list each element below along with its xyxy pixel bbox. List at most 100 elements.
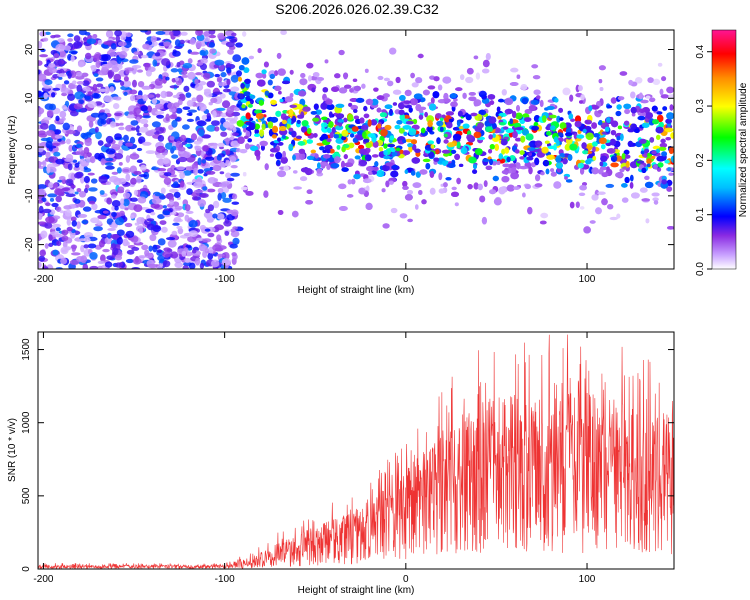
spectrogram-cell: [197, 157, 202, 166]
spectrogram-cell: [292, 154, 296, 161]
spectrogram-cell: [130, 95, 136, 102]
spectrogram-cell: [371, 98, 379, 106]
spectrogram-cell: [668, 147, 674, 154]
spectrogram-cell: [432, 91, 440, 99]
spectrogram-cell: [658, 121, 664, 128]
spectrogram-cell: [527, 206, 533, 215]
spectrogram-cell: [254, 109, 263, 114]
spectrogram-cell: [145, 150, 156, 155]
spectrogram-cell: [473, 163, 477, 170]
spectrogram-cell: [321, 116, 328, 121]
spectrogram-cell: [591, 105, 600, 110]
spectrogram-cell: [504, 108, 514, 115]
spectrogram-cell: [83, 152, 88, 159]
spectrogram-cell: [513, 186, 520, 190]
spectrogram-cell: [664, 159, 670, 164]
spectrogram-cell: [212, 213, 218, 219]
spectrogram-cell: [259, 129, 265, 137]
spectrogram-cell: [193, 189, 204, 194]
spectrogram-cell: [579, 184, 587, 191]
spectrogram-cell: [384, 124, 392, 131]
spectrogram-cell: [506, 184, 515, 192]
spectrogram-cell: [87, 243, 97, 249]
spectrogram-cell: [83, 166, 88, 170]
spectrogram-cell: [233, 106, 241, 112]
spectrogram-cell: [550, 125, 556, 130]
spectrogram-cell: [624, 176, 630, 184]
spectrogram-cell: [403, 100, 412, 104]
spectrogram-cell: [143, 123, 149, 128]
spectrogram-cell: [506, 156, 511, 163]
spectrogram-cell: [53, 129, 62, 135]
spectrogram-cell: [214, 224, 225, 231]
spectrogram-cell: [199, 193, 209, 198]
spectrogram-cell: [455, 87, 463, 92]
spectrogram-cell: [70, 244, 78, 250]
spectrogram-cell: [175, 107, 183, 114]
spectrogram-cell: [610, 162, 619, 168]
spectrogram-cell: [224, 230, 230, 236]
spectrogram-cell: [556, 115, 561, 123]
spectrogram-cell: [98, 54, 109, 62]
spectrogram-cell: [472, 169, 478, 174]
spectrogram-cell: [125, 32, 132, 38]
spectrogram-cell: [216, 78, 222, 83]
spectrogram-cell: [657, 114, 664, 123]
spectrogram-cell: [140, 54, 149, 59]
spectrogram-cell: [453, 98, 458, 102]
spectrogram-cell: [125, 241, 130, 246]
spectrogram-cell: [177, 227, 184, 235]
spectrogram-cell: [39, 54, 48, 58]
spectrogram-cell: [133, 107, 141, 115]
spectrogram-cell: [157, 134, 165, 142]
spectrogram-cell: [49, 197, 55, 202]
spectrogram-cell: [40, 137, 51, 142]
spectrogram-cell: [516, 74, 521, 79]
spectrogram-cell: [601, 172, 609, 178]
spectrogram-cell: [242, 31, 247, 37]
spectrogram-cell: [193, 181, 204, 188]
spectrogram-cell: [123, 134, 129, 142]
spectrogram-cell: [127, 113, 134, 119]
spectrogram-cell: [599, 161, 604, 167]
spectrogram-cell: [136, 175, 142, 184]
spectrogram-cell: [358, 159, 367, 167]
spectrogram-cell: [159, 258, 165, 264]
spectrogram-cell: [206, 124, 217, 132]
spectrogram-cell: [328, 111, 333, 118]
spectrogram-cell: [498, 153, 503, 160]
spectrogram-cell: [448, 118, 454, 123]
spectrogram-cell: [412, 182, 422, 188]
spectrogram-cell: [651, 192, 660, 197]
spectrogram-cell: [216, 154, 222, 161]
spectrogram-cell: [329, 131, 334, 139]
spectrogram-cell: [60, 246, 69, 255]
spectrogram-cell: [74, 172, 83, 179]
spectrogram-cell: [131, 246, 140, 251]
spectrogram-cell: [277, 137, 282, 142]
spectrogram-cell: [91, 92, 100, 99]
spectrogram-cell: [548, 114, 557, 119]
spectrogram-cell: [661, 179, 667, 185]
spectrogram-cell: [611, 120, 619, 128]
spectrogram-cell: [411, 139, 417, 145]
spectrogram-cell: [451, 159, 456, 166]
spectrogram-cell: [240, 186, 248, 191]
spectrogram-cell: [616, 213, 621, 219]
spectrogram-cell: [275, 152, 283, 160]
spectrogram-cell: [555, 155, 562, 163]
spectrogram-cell: [601, 198, 608, 206]
spectrogram-cell: [185, 244, 192, 249]
spectrogram-cell: [443, 152, 450, 157]
spectrogram-cell: [42, 37, 49, 42]
spectrogram-cell: [392, 102, 397, 106]
spectrogram-cell: [638, 138, 647, 144]
spectrogram-cell: [105, 157, 114, 162]
spectrogram-cell: [169, 212, 177, 216]
spectrogram-cell: [291, 130, 297, 138]
spectrogram-cell: [415, 77, 423, 84]
spectrogram-cell: [460, 74, 465, 80]
spectrogram-cell: [163, 41, 171, 47]
spectrogram-cell: [39, 249, 46, 257]
spectrogram-cell: [569, 201, 575, 209]
